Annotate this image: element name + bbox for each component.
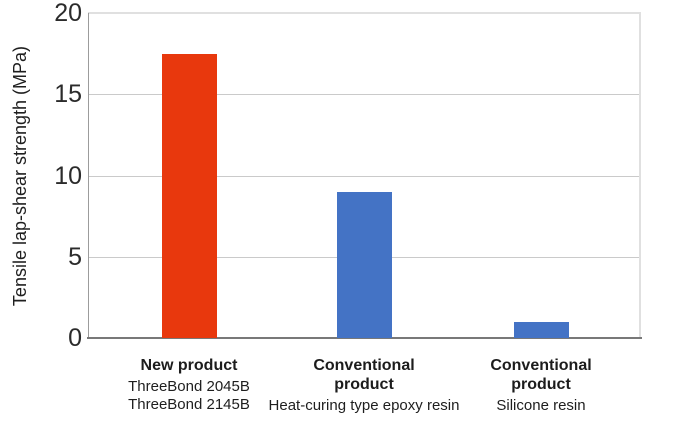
bar-2 xyxy=(337,192,392,338)
plot-border-top xyxy=(88,12,641,14)
gridline-10 xyxy=(89,176,639,177)
category-label: Conventional product Silicone resin xyxy=(426,356,656,415)
y-tick-label: 15 xyxy=(54,80,82,108)
y-tick-label: 0 xyxy=(68,324,82,352)
category-title: New product xyxy=(140,357,238,374)
category-title: Conventional product xyxy=(490,357,592,393)
x-axis-line xyxy=(87,337,642,339)
bar-1 xyxy=(162,54,217,338)
y-tick-label: 5 xyxy=(68,243,82,271)
category-sublabel: Silicone resin xyxy=(496,397,586,414)
category-sublabel: Heat-curing type epoxy resin xyxy=(268,397,460,414)
bar-3 xyxy=(514,322,569,338)
category-label: Conventional product Heat-curing type epo… xyxy=(249,356,479,415)
plot-border-right xyxy=(639,12,641,339)
category-title: Conventional product xyxy=(313,357,415,393)
category-label: New product ThreeBond 2045B ThreeBond 214… xyxy=(74,356,304,414)
y-axis-line xyxy=(88,13,89,338)
y-tick-label: 20 xyxy=(54,0,82,27)
category-sublabel: ThreeBond 2045B ThreeBond 2145B xyxy=(128,378,250,413)
y-tick-label: 10 xyxy=(54,162,82,190)
gridline-15 xyxy=(89,94,639,95)
